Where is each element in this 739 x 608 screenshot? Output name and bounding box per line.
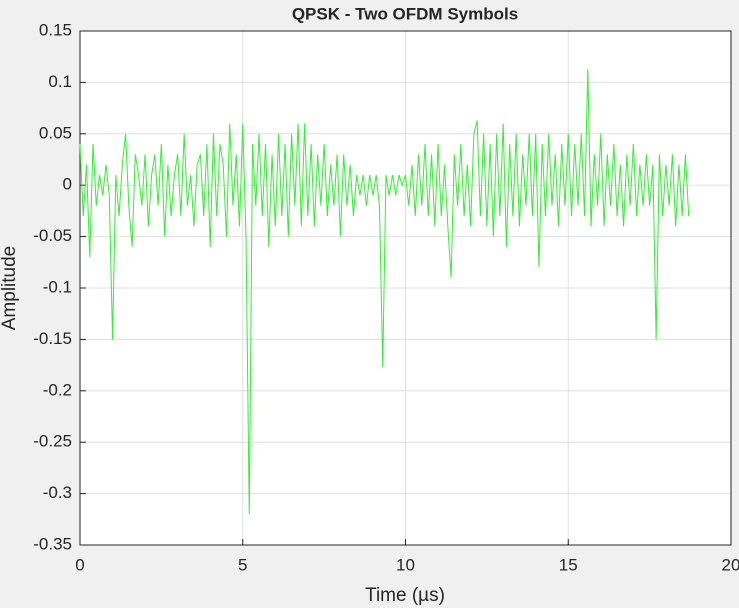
chart-title: QPSK - Two OFDM Symbols xyxy=(292,4,518,23)
y-tick-label: 0.05 xyxy=(39,123,72,142)
x-tick-label: 5 xyxy=(238,555,247,574)
x-tick-label: 15 xyxy=(559,555,578,574)
y-tick-label: -0.3 xyxy=(43,483,72,502)
y-tick-label: -0.15 xyxy=(33,329,72,348)
y-tick-label: -0.35 xyxy=(33,534,72,553)
x-tick-label: 0 xyxy=(75,555,84,574)
y-tick-label: -0.25 xyxy=(33,432,72,451)
y-tick-label: -0.2 xyxy=(43,380,72,399)
x-tick-label: 10 xyxy=(396,555,415,574)
x-axis-label: Time (µs) xyxy=(365,585,445,606)
y-tick-label: 0 xyxy=(63,175,72,194)
y-tick-label: 0.1 xyxy=(48,72,72,91)
y-axis-label: Amplitude xyxy=(0,246,20,331)
y-tick-label: -0.05 xyxy=(33,226,72,245)
signal-line xyxy=(79,69,690,515)
y-tick-label: -0.1 xyxy=(43,277,72,296)
x-tick-label: 20 xyxy=(722,555,739,574)
axes-box xyxy=(79,30,732,546)
y-tick-label: 0.15 xyxy=(39,20,72,39)
